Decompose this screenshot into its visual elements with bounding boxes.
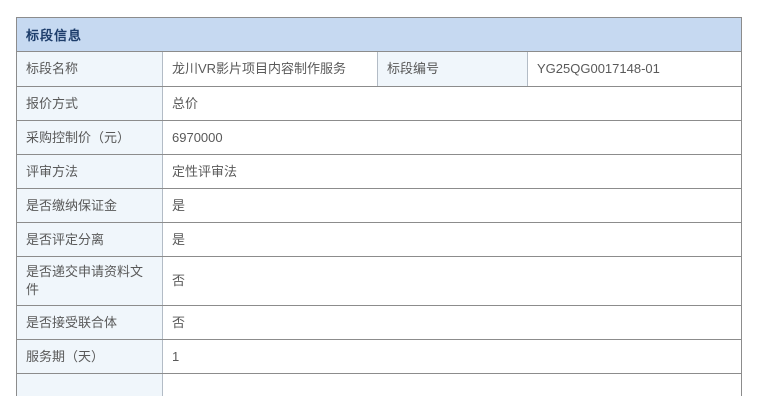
row-value: 否 — [172, 314, 186, 330]
row-value: 是 — [172, 231, 186, 247]
row-value-section-name: 龙川VR影片项目内容制作服务 — [163, 52, 378, 86]
table-row-evaluation-award-separation: 是否评定分离 是 — [17, 222, 741, 256]
row-label-section-number: 标段编号 — [378, 52, 528, 86]
table-row-submit-application-docs: 是否递交申请资料文件 否 — [17, 256, 741, 305]
table-row-empty — [17, 373, 741, 396]
row-value-empty — [163, 374, 741, 396]
row-value: 1 — [172, 348, 180, 364]
table-row-service-period: 服务期（天） 1 — [17, 339, 741, 373]
table-row-quote-method: 报价方式 总价 — [17, 86, 741, 120]
row-value: 定性评审法 — [172, 163, 238, 179]
row-label: 采购控制价（元） — [17, 121, 163, 154]
row-value: 总价 — [172, 95, 199, 111]
table-row-section-name: 标段名称 龙川VR影片项目内容制作服务 标段编号 YG25QG0017148-0… — [17, 51, 741, 86]
row-value: 否 — [172, 273, 186, 289]
row-label-section-name: 标段名称 — [17, 52, 163, 86]
panel-title: 标段信息 — [26, 28, 83, 43]
row-label: 是否递交申请资料文件 — [17, 257, 163, 305]
table-row-control-price: 采购控制价（元） 6970000 — [17, 120, 741, 154]
row-label: 是否评定分离 — [17, 223, 163, 256]
table-row-accept-consortium: 是否接受联合体 否 — [17, 305, 741, 339]
table-row-deposit-required: 是否缴纳保证金 是 — [17, 188, 741, 222]
panel-header: 标段信息 — [17, 18, 741, 51]
row-value: 6970000 — [172, 129, 223, 145]
row-label: 评审方法 — [17, 155, 163, 188]
row-value-section-number: YG25QG0017148-01 — [537, 61, 660, 77]
row-label-empty — [17, 374, 163, 396]
row-label: 是否接受联合体 — [17, 306, 163, 339]
row-value: 是 — [172, 197, 186, 213]
bid-section-info-panel: 标段信息 标段名称 龙川VR影片项目内容制作服务 标段编号 YG25QG0017… — [16, 17, 742, 396]
row-label: 报价方式 — [17, 87, 163, 120]
row-label: 服务期（天） — [17, 340, 163, 373]
row-label: 是否缴纳保证金 — [17, 189, 163, 222]
table-row-evaluation-method: 评审方法 定性评审法 — [17, 154, 741, 188]
